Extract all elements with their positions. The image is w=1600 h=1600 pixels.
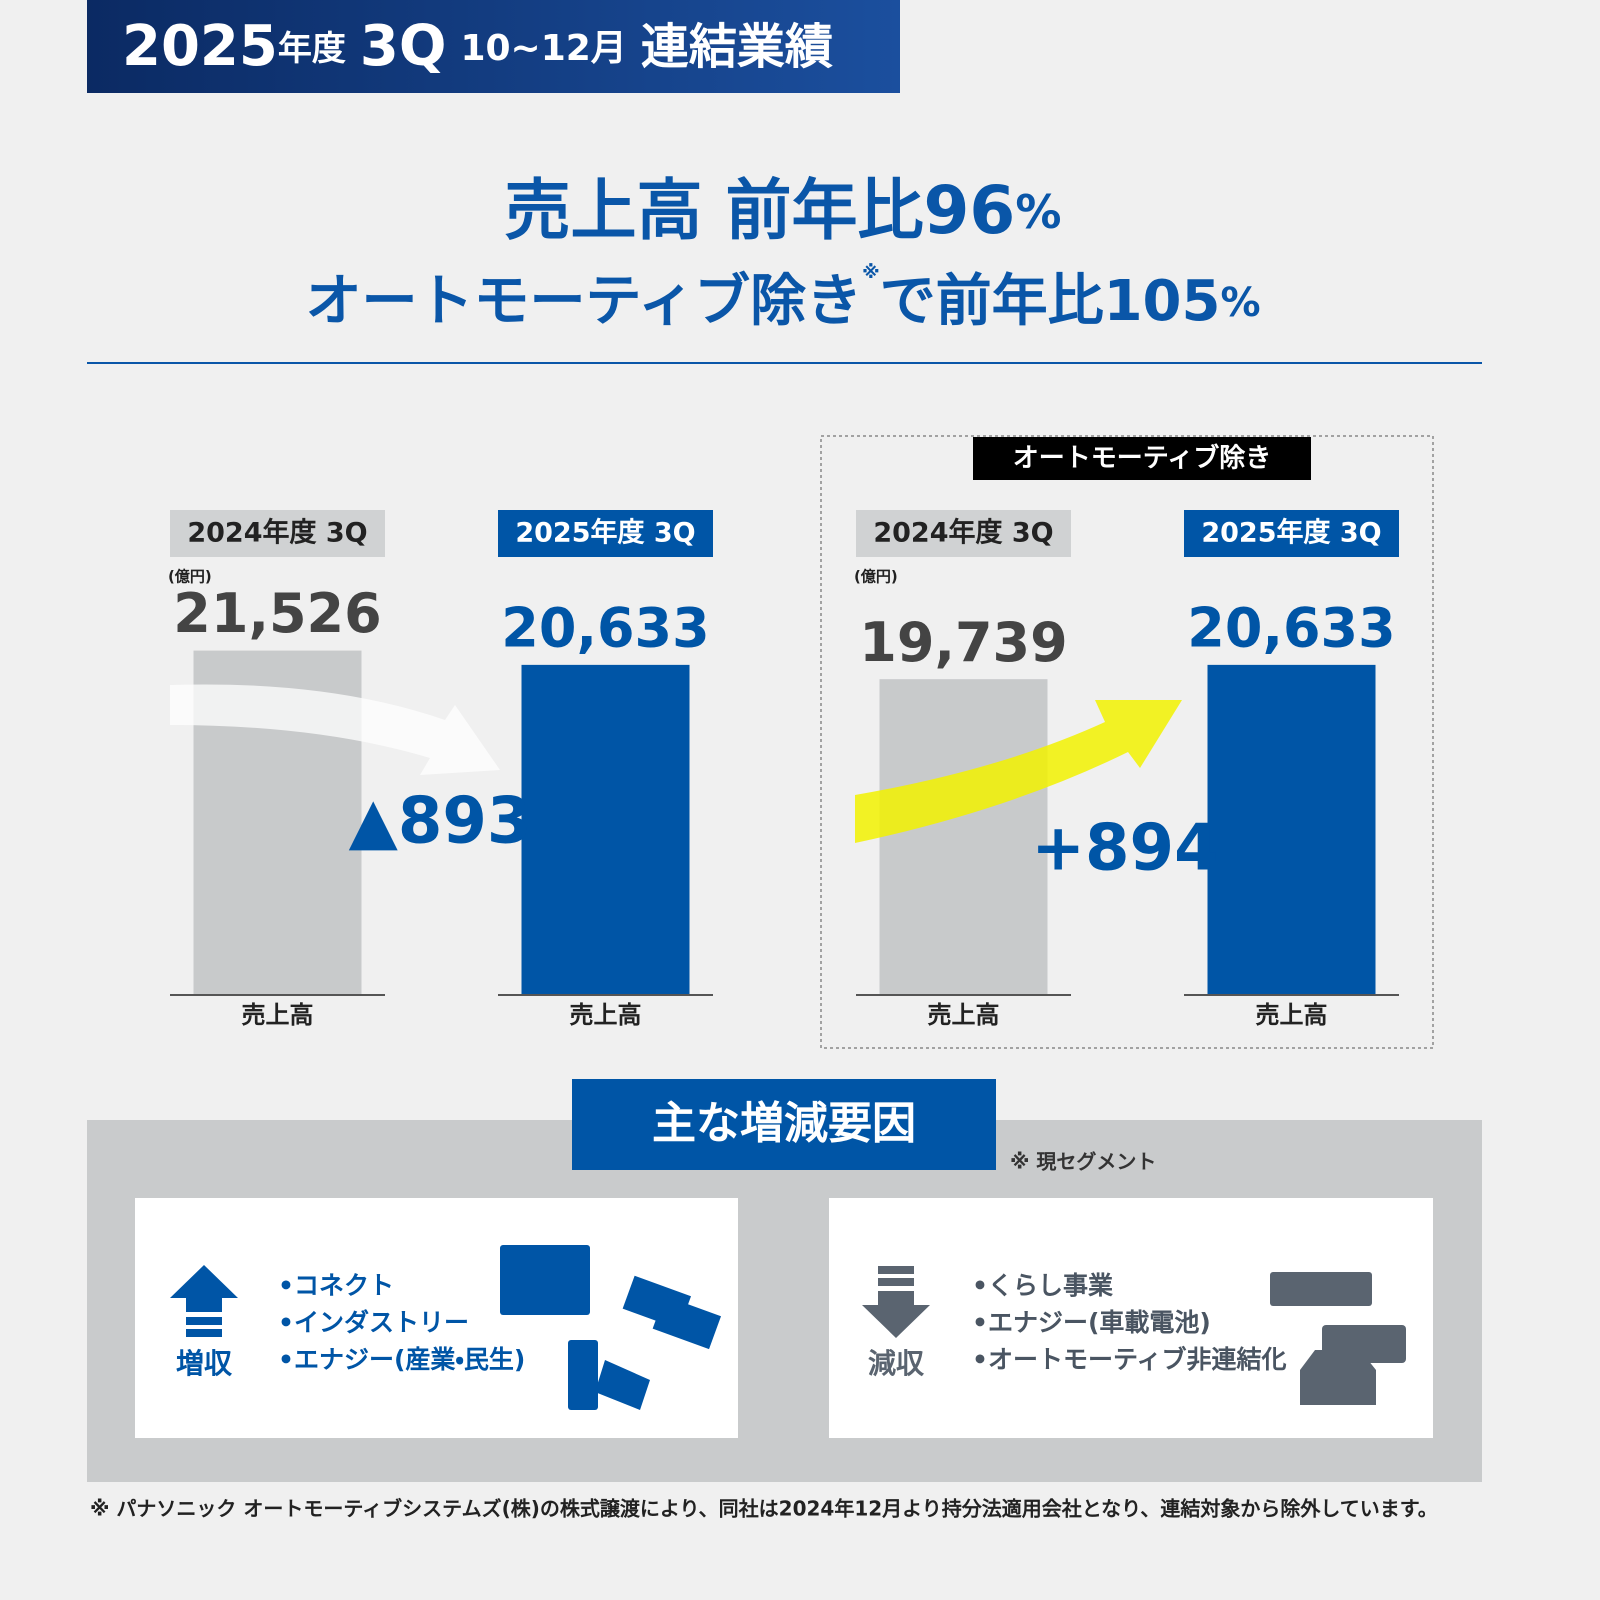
- headline-1: 売上高 前年比96%: [505, 172, 1062, 249]
- increase-label: 増収: [176, 1347, 233, 1380]
- header-bg: [87, 0, 900, 93]
- headline-text: 売上高 前年比96: [505, 172, 1016, 249]
- footnote: ※ パナソニック オートモーティブシステムズ(株)の株式譲渡により、同社は202…: [90, 1497, 1438, 1521]
- category-bg: [498, 510, 713, 557]
- factor-item: •エナジー(車載電池): [972, 1308, 1211, 1337]
- x-label: 売上高: [1256, 1001, 1328, 1029]
- bar: [1207, 664, 1376, 995]
- icons: [1270, 1272, 1406, 1405]
- factor-items: •コネクト •インダストリー •エナジー(産業・民生) •くらし事業 •エナジー(車載電…: [278, 1271, 1286, 1374]
- bar: [521, 664, 690, 995]
- category-bg: [856, 510, 1071, 557]
- factors-title: 主な増減要因: [652, 1098, 916, 1149]
- value-label: 19,739: [859, 611, 1067, 674]
- headline-text: で前年比105: [880, 269, 1221, 334]
- x-label: 売上高: [242, 1001, 314, 1029]
- category-bg: [170, 510, 385, 557]
- months: 10~12月: [460, 28, 626, 69]
- note-mark: ※: [862, 262, 880, 283]
- title: 連結業績: [641, 19, 833, 75]
- factor-item: •コネクト: [278, 1271, 394, 1300]
- decrease-label: 減収: [868, 1347, 925, 1380]
- value-label: 21,526: [173, 582, 381, 645]
- bar: [879, 679, 1048, 995]
- arrow: [855, 700, 1182, 843]
- unit: (億円): [168, 568, 212, 586]
- labels: 2024年度 3Q 売上高 21,526 2025年度 3Q 売上高 20,633 (億円)…: [168, 437, 1399, 1029]
- header-title: 2025年度 3Q 10~12月 連結業績: [122, 14, 833, 79]
- category-label: 2025年度 3Q: [515, 517, 695, 549]
- headline-unit: %: [1015, 185, 1061, 239]
- quarter: 3Q: [360, 14, 447, 79]
- box-label-bg: [973, 437, 1311, 480]
- change-label: +894: [1031, 812, 1218, 886]
- value-label: 20,633: [1187, 597, 1395, 660]
- category-label: 2024年度 3Q: [873, 517, 1053, 549]
- category-bg: [1184, 510, 1399, 557]
- factor-item: •くらし事業: [972, 1271, 1113, 1300]
- x-label: 売上高: [570, 1001, 642, 1029]
- headline-unit: %: [1220, 280, 1260, 326]
- factors-title-bg: [572, 1079, 996, 1170]
- factor-item: •インダストリー: [278, 1308, 469, 1337]
- headline-text: オートモーティブ除き: [305, 269, 862, 334]
- factors-note: ※ 現セグメント: [1010, 1150, 1156, 1174]
- year-unit: 年度: [278, 29, 346, 69]
- factor-item: •オートモーティブ非連結化: [972, 1345, 1286, 1374]
- factor-item: •エナジー(産業・民生): [278, 1345, 525, 1374]
- unit: (億円): [854, 568, 898, 586]
- excl-box: [820, 435, 1434, 1049]
- down-icon: [862, 1266, 930, 1338]
- box-label: オートモーティブ除き: [1013, 443, 1271, 474]
- category-label: 2025年度 3Q: [1201, 517, 1381, 549]
- change-label: ▲893: [349, 785, 532, 859]
- icons: [500, 1245, 722, 1410]
- x-label: 売上高: [928, 1001, 1000, 1029]
- value-label: 20,633: [501, 597, 709, 660]
- headline-2: オートモーティブ除き※で前年比105%: [305, 262, 1260, 334]
- category-label: 2024年度 3Q: [187, 517, 367, 549]
- arrow: [170, 684, 500, 775]
- year: 2025: [122, 14, 278, 79]
- up-icon: [170, 1265, 238, 1337]
